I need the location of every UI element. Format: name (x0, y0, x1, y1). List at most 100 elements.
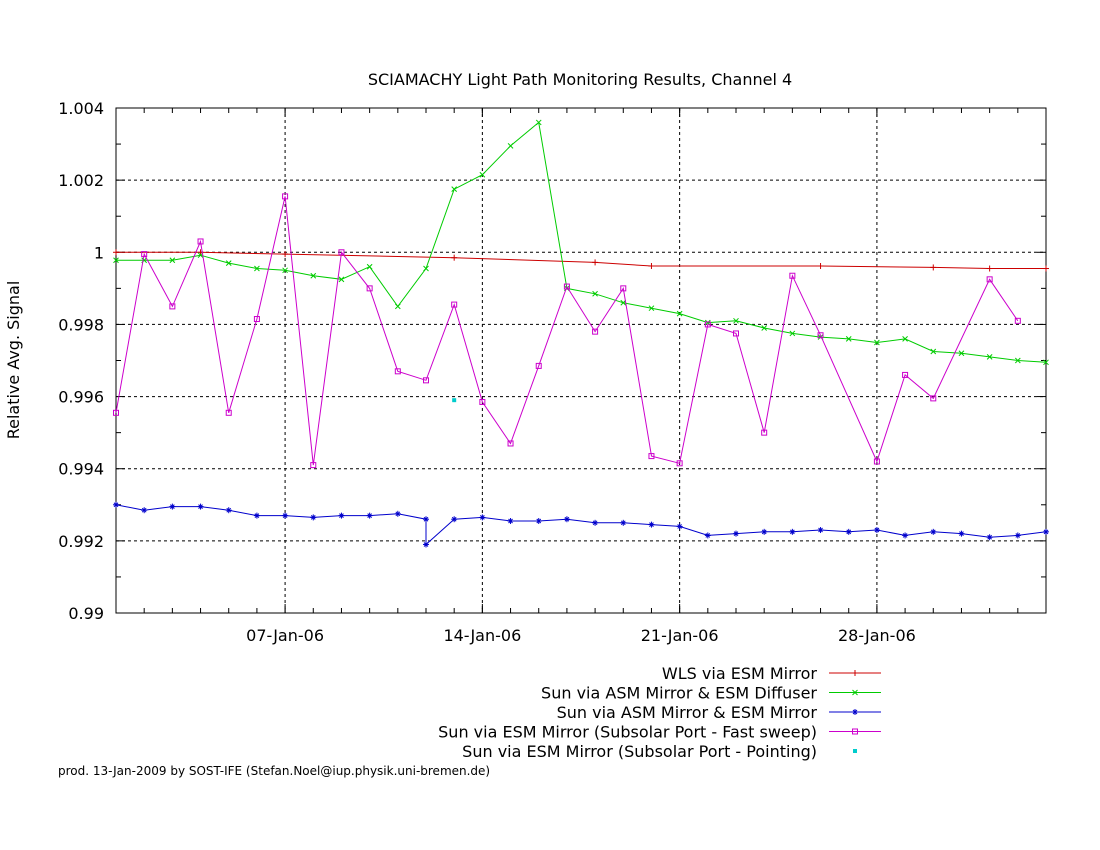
legend-entry-label: Sun via ASM Mirror & ESM Mirror (557, 703, 818, 722)
data-point (451, 254, 458, 261)
y-tick-label: 1.002 (58, 171, 104, 190)
data-point (507, 143, 514, 149)
series-line (116, 121, 1047, 363)
x-tick-label: 28-Jan-06 (838, 626, 916, 645)
y-tick-label: 1 (94, 243, 104, 262)
y-tick-label: 0.998 (58, 315, 104, 334)
data-point (592, 290, 598, 297)
data-point (817, 262, 824, 269)
series-2 (113, 119, 1049, 366)
data-point (423, 516, 429, 523)
legend-entry-label: Sun via ESM Mirror (Subsolar Port - Fast… (438, 723, 817, 742)
data-point (451, 301, 458, 308)
data-point (648, 453, 655, 460)
series-line (115, 504, 1047, 546)
data-point (113, 409, 119, 416)
data-point (113, 501, 119, 508)
legend-marker (853, 749, 857, 753)
legend-entry-label: WLS via ESM Mirror (662, 664, 818, 683)
legend-marker (852, 728, 858, 735)
data-point (930, 264, 937, 271)
data-point (704, 319, 711, 326)
data-point (873, 458, 880, 465)
data-point (225, 260, 232, 266)
data-point (902, 371, 909, 378)
data-point (451, 516, 458, 523)
data-point (479, 398, 486, 405)
data-point (141, 507, 148, 514)
data-point (1014, 532, 1021, 539)
data-point (592, 259, 599, 266)
data-point (676, 523, 683, 530)
legend-marker (852, 709, 858, 715)
data-point (423, 265, 429, 272)
data-point (366, 285, 373, 292)
data-point (535, 119, 542, 126)
data-point (535, 518, 542, 525)
data-point (845, 528, 852, 535)
data-point (169, 303, 176, 310)
data-point (507, 518, 514, 525)
series-1 (113, 249, 1049, 272)
data-point (874, 339, 880, 346)
data-point (733, 530, 739, 537)
data-series (113, 119, 1049, 548)
data-point (1014, 357, 1021, 364)
data-point (535, 362, 542, 369)
data-point (225, 507, 232, 514)
data-point (930, 395, 937, 402)
data-point (1043, 359, 1049, 366)
data-point (225, 409, 232, 416)
data-point (394, 368, 401, 375)
data-point (310, 462, 317, 469)
data-point (507, 440, 514, 447)
data-point (253, 316, 260, 323)
data-point (930, 348, 937, 355)
data-point (563, 283, 570, 290)
data-point (197, 238, 204, 245)
data-point (845, 336, 852, 342)
y-axis-label: Relative Avg. Signal (4, 281, 23, 440)
data-point (310, 272, 317, 279)
data-point (563, 516, 570, 523)
data-point (592, 328, 599, 335)
data-point (254, 265, 260, 272)
data-point (366, 263, 373, 270)
data-point (282, 267, 288, 274)
data-point (958, 530, 965, 537)
data-point (592, 519, 599, 526)
axis-ticks: 0.99 0.992 0.994 0.996 0.998 1 1.002 1.004 07-Ja… (58, 99, 1046, 645)
data-point (452, 398, 457, 403)
footer-credit: prod. 13-Jan-2009 by SOST-IFE (Stefan.No… (58, 764, 490, 778)
y-tick-label: 0.996 (58, 388, 104, 407)
data-point (423, 541, 429, 548)
legend-marker (852, 689, 858, 696)
series-3 (113, 501, 1049, 548)
y-tick-label: 0.992 (58, 532, 104, 551)
data-point (282, 512, 289, 519)
x-tick-label: 21-Jan-06 (641, 626, 719, 645)
data-point (1043, 265, 1049, 272)
data-point (394, 510, 401, 517)
data-point (761, 429, 768, 436)
data-point (338, 512, 345, 519)
data-point (733, 330, 739, 337)
data-point (282, 193, 289, 200)
data-point (930, 528, 937, 535)
x-tick-label: 07-Jan-06 (246, 626, 324, 645)
data-point (141, 251, 148, 258)
data-point (789, 272, 796, 279)
data-point (704, 532, 711, 539)
data-point (113, 249, 119, 256)
y-tick-label: 0.994 (58, 460, 104, 479)
data-point (394, 303, 401, 310)
data-point (648, 521, 655, 528)
data-point (733, 317, 739, 324)
data-point (676, 310, 683, 317)
data-point (873, 527, 880, 534)
data-point (676, 460, 683, 467)
data-point (986, 265, 993, 272)
data-point (761, 325, 768, 331)
data-point (902, 336, 908, 342)
